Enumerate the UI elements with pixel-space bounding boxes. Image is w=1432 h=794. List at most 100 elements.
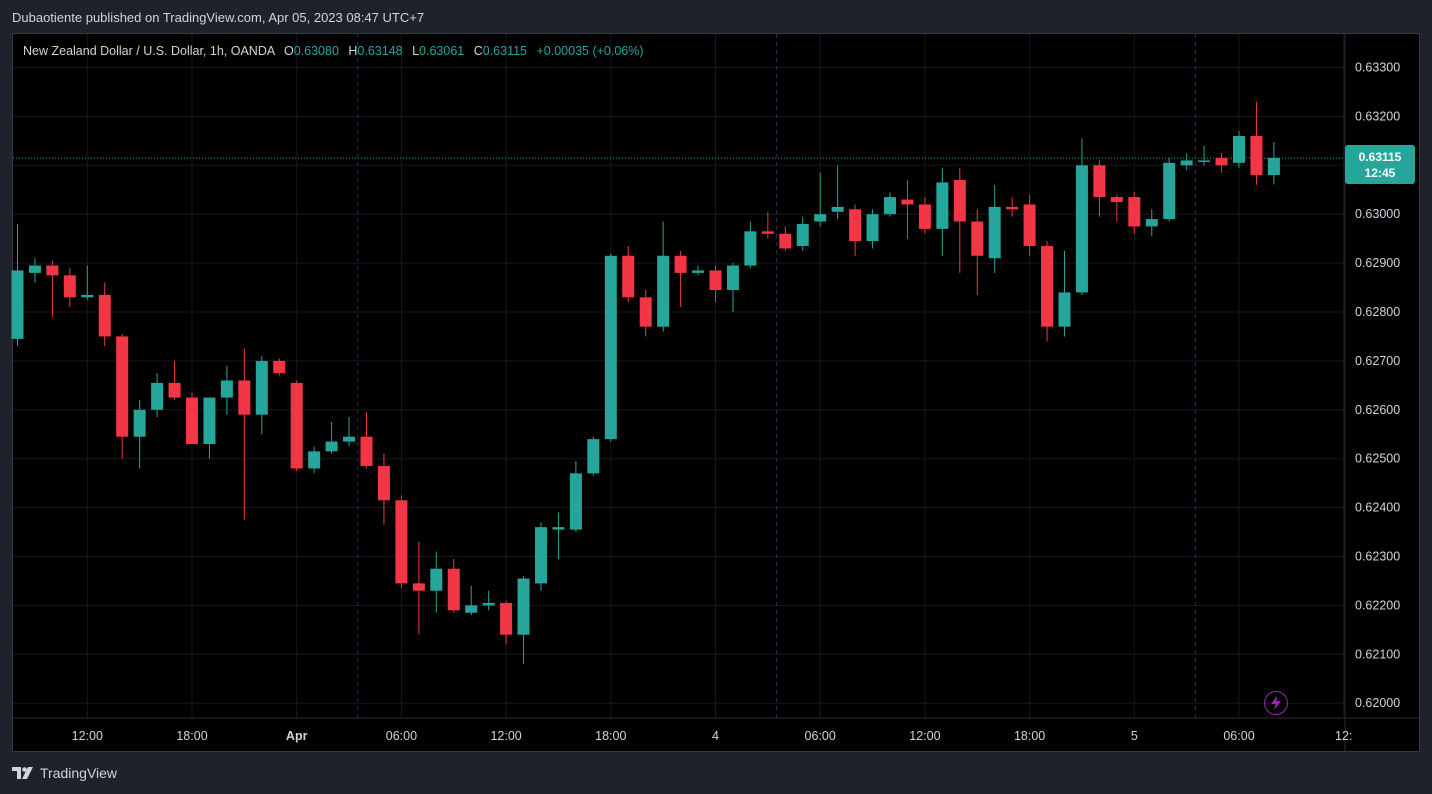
- candle: [482, 590, 495, 611]
- candle: [1163, 157, 1176, 222]
- candle: [796, 216, 809, 251]
- high-key: H: [348, 44, 358, 58]
- open-key: O: [283, 44, 294, 58]
- candle: [46, 260, 59, 317]
- candle-body: [884, 197, 896, 215]
- candle-body: [186, 397, 198, 445]
- candle-body: [517, 578, 530, 635]
- candles: [11, 101, 1280, 665]
- candle: [936, 167, 949, 256]
- candle-body: [744, 231, 757, 266]
- candle-body: [1145, 219, 1158, 227]
- candle: [744, 221, 757, 268]
- candle-body: [360, 436, 373, 467]
- candle-body: [814, 214, 827, 222]
- candle-body: [377, 466, 390, 501]
- candle: [1128, 192, 1141, 234]
- candle-body: [325, 441, 338, 452]
- candle-body: [168, 382, 181, 398]
- candle: [849, 204, 862, 256]
- candle: [308, 446, 321, 474]
- candle-body: [203, 397, 216, 445]
- tradingview-brand[interactable]: TradingView: [12, 765, 117, 781]
- candle-body: [500, 602, 513, 635]
- low-value: 0.63061: [419, 44, 465, 58]
- time-tick-label: 12:00: [490, 729, 521, 743]
- candle-body: [116, 336, 129, 437]
- candle: [604, 253, 617, 442]
- candle-body: [395, 500, 408, 584]
- candle-body: [709, 270, 722, 290]
- symbol-legend: New Zealand Dollar / U.S. Dollar, 1h, OA…: [23, 44, 644, 58]
- candle-body: [918, 204, 931, 229]
- price-tick-label: 0.62600: [1355, 403, 1400, 417]
- candle-body: [622, 255, 635, 298]
- candle-body: [761, 231, 774, 234]
- publisher-line: Dubaotiente published on TradingView.com…: [12, 10, 425, 25]
- candle: [430, 551, 443, 613]
- candle: [971, 209, 984, 295]
- candle-body: [151, 382, 164, 410]
- candle: [726, 263, 739, 312]
- price-tick-label: 0.62800: [1355, 305, 1400, 319]
- candle: [866, 209, 879, 249]
- time-tick-label: 12:: [1335, 729, 1352, 743]
- candle: [884, 192, 896, 217]
- time-tick-label: 06:00: [1223, 729, 1254, 743]
- candle-body: [971, 221, 984, 256]
- price-tick-label: 0.62400: [1355, 501, 1400, 515]
- price-tick-label: 0.62500: [1355, 452, 1400, 466]
- candle: [360, 412, 373, 469]
- candle-body: [988, 206, 1001, 259]
- candle: [151, 373, 164, 418]
- candle: [1198, 145, 1211, 166]
- candle: [412, 541, 425, 635]
- candle: [692, 265, 705, 276]
- candle-body: [1041, 245, 1054, 327]
- candle: [81, 265, 94, 300]
- candle-body: [1163, 162, 1176, 220]
- grid-lines: [13, 34, 1345, 718]
- candle-body: [692, 270, 705, 273]
- candle-body: [98, 294, 111, 337]
- lightning-bolt-icon[interactable]: [1264, 691, 1288, 715]
- candle: [255, 356, 268, 435]
- price-axis: 0.633000.632000.631000.630000.629000.628…: [1344, 34, 1400, 751]
- candle-body: [639, 297, 652, 327]
- candle-body: [11, 270, 24, 339]
- candle-body: [796, 223, 809, 246]
- candle-body: [1267, 157, 1280, 176]
- candle: [98, 282, 111, 347]
- candle-body: [430, 568, 443, 591]
- candle: [273, 358, 286, 376]
- candle-body: [133, 409, 146, 437]
- candle: [709, 265, 722, 303]
- candle: [63, 267, 76, 308]
- candle-body: [535, 527, 547, 584]
- candle-body: [1058, 292, 1071, 327]
- symbol-title: New Zealand Dollar / U.S. Dollar, 1h, OA…: [23, 44, 275, 58]
- candle-body: [657, 255, 670, 327]
- candle-body: [1128, 197, 1141, 227]
- bar-countdown: 12:45: [1364, 166, 1396, 180]
- candle: [1145, 209, 1158, 237]
- candle-body: [81, 294, 94, 298]
- candle-body: [273, 360, 286, 374]
- candle: [517, 576, 530, 665]
- time-tick-label: 18:00: [1014, 729, 1045, 743]
- candle: [1006, 197, 1019, 217]
- candle: [133, 400, 146, 469]
- candle: [779, 226, 792, 251]
- low-key: L: [412, 44, 420, 58]
- candle-body: [849, 209, 862, 242]
- session-break-lines: [357, 34, 1196, 718]
- candle: [1180, 153, 1193, 171]
- candle-body: [63, 275, 76, 298]
- candle: [761, 211, 774, 239]
- brand-name: TradingView: [40, 765, 118, 781]
- candle: [465, 585, 478, 616]
- tradingview-logo-icon: [12, 766, 36, 780]
- candle: [1093, 160, 1106, 217]
- price-tick-label: 0.63200: [1355, 109, 1400, 123]
